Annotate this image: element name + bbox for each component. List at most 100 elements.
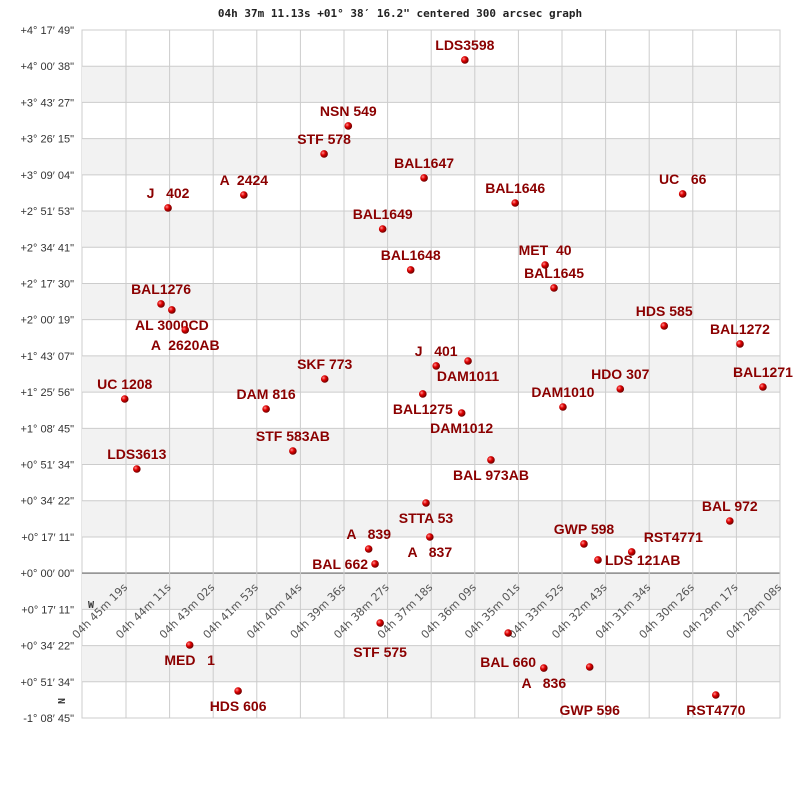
star[interactable]: MET 40 <box>519 242 572 269</box>
star[interactable]: J 402 <box>147 185 190 212</box>
star[interactable]: UC 66 <box>659 171 707 198</box>
star-marker[interactable] <box>627 548 636 556</box>
star-label: DAM 816 <box>237 386 296 402</box>
star-marker[interactable] <box>464 357 472 365</box>
star-marker[interactable] <box>616 385 625 393</box>
star[interactable]: BAL1276 <box>131 281 191 308</box>
star-marker[interactable] <box>712 691 720 699</box>
star[interactable]: HDO 307 <box>591 366 650 393</box>
star-marker[interactable] <box>559 403 567 411</box>
star-marker[interactable] <box>422 499 430 507</box>
star[interactable]: STTA 53 <box>399 499 454 526</box>
star[interactable]: DAM 816 <box>237 386 296 413</box>
star-label: BAL1276 <box>131 281 191 297</box>
star-marker[interactable] <box>376 619 384 627</box>
star[interactable]: BAL1646 <box>485 180 545 207</box>
star[interactable]: A 836 <box>522 664 567 691</box>
star[interactable]: J 401 <box>415 343 458 370</box>
star-label: HDO 307 <box>591 366 650 382</box>
star-marker[interactable] <box>320 375 329 383</box>
star[interactable]: LDS 121AB <box>594 552 680 568</box>
star-label: HDS 585 <box>636 303 693 319</box>
star-marker[interactable] <box>432 362 440 370</box>
star[interactable]: DAM1011 <box>437 357 499 384</box>
star-marker[interactable] <box>320 150 328 158</box>
star-marker[interactable] <box>594 556 602 564</box>
star-marker[interactable] <box>262 405 270 413</box>
star[interactable]: LDS3598 <box>435 37 495 64</box>
star[interactable]: BAL 973AB <box>453 456 529 483</box>
star[interactable]: NSN 549 <box>320 103 377 130</box>
star-marker[interactable] <box>461 56 469 64</box>
star-marker[interactable] <box>511 199 519 207</box>
star[interactable]: MED 1 <box>164 641 215 668</box>
star-marker[interactable] <box>487 456 495 464</box>
star[interactable]: A 2424 <box>220 172 269 199</box>
star-marker[interactable] <box>371 560 379 568</box>
star-marker[interactable] <box>541 261 549 269</box>
y-tick-label: +0° 00′ 00" <box>21 568 75 580</box>
star[interactable]: BAL1647 <box>394 155 454 182</box>
star[interactable]: STF 583AB <box>256 428 330 455</box>
star-marker[interactable] <box>185 641 194 649</box>
star-marker[interactable] <box>289 447 297 455</box>
star-marker[interactable] <box>168 306 176 314</box>
star-label: A 839 <box>346 526 391 542</box>
star[interactable]: GWP 596 <box>559 663 620 718</box>
star-marker[interactable] <box>585 663 594 671</box>
y-tick-label: +4° 17′ 49" <box>21 25 75 37</box>
star-marker[interactable] <box>540 664 548 672</box>
star-marker[interactable] <box>550 284 558 292</box>
star[interactable]: STF 578 <box>297 131 351 158</box>
star[interactable]: RST4770 <box>686 691 746 718</box>
star[interactable]: A 2620AB <box>151 326 220 353</box>
y-tick-label: +2° 17′ 30" <box>21 278 75 290</box>
star-marker[interactable] <box>660 322 669 330</box>
star[interactable]: BAL1275 <box>393 390 453 417</box>
star[interactable]: A 839 <box>346 526 391 553</box>
star-marker[interactable] <box>240 191 248 199</box>
star[interactable]: UC 1208 <box>97 376 153 403</box>
star[interactable]: BAL1649 <box>353 206 413 233</box>
star[interactable]: BAL 972 <box>702 498 758 525</box>
star[interactable]: DAM1010 <box>531 384 595 411</box>
star[interactable]: GWP 598 <box>554 521 615 548</box>
star[interactable]: RST4771 <box>627 529 703 556</box>
star-marker[interactable] <box>420 174 428 182</box>
star-marker[interactable] <box>426 533 434 541</box>
star[interactable]: DAM1012 <box>430 409 493 436</box>
star[interactable]: BAL1648 <box>381 247 441 274</box>
star-marker[interactable] <box>759 383 767 391</box>
stars: LDS3598 NSN 549 STF 578 BAL1647 J 402 A 2424 B… <box>97 37 793 718</box>
star-marker[interactable] <box>344 122 353 130</box>
star[interactable]: BAL 662 <box>312 556 379 572</box>
star-marker[interactable] <box>364 545 373 553</box>
star[interactable]: A 837 <box>408 533 453 560</box>
star[interactable]: BAL1272 <box>710 321 770 348</box>
star[interactable]: AL 3000CD <box>135 306 209 333</box>
star-marker[interactable] <box>181 326 190 334</box>
star[interactable]: BAL1271 <box>733 364 793 391</box>
star-marker[interactable] <box>726 517 734 525</box>
star-marker[interactable] <box>504 629 512 637</box>
star-marker[interactable] <box>157 300 165 308</box>
star[interactable]: HDS 606 <box>210 687 267 714</box>
star-marker[interactable] <box>580 540 588 548</box>
star[interactable]: BAL 660 <box>480 629 536 670</box>
star[interactable]: HDS 585 <box>636 303 693 330</box>
star[interactable]: BAL1645 <box>524 265 584 292</box>
star[interactable]: SKF 773 <box>297 356 353 383</box>
star[interactable]: STF 575 <box>353 619 407 660</box>
star-marker[interactable] <box>120 395 129 403</box>
star-label: RST4771 <box>644 529 703 545</box>
star[interactable]: LDS3613 <box>107 446 167 473</box>
star-marker[interactable] <box>234 687 242 695</box>
star-marker[interactable] <box>133 465 141 473</box>
star-marker[interactable] <box>678 190 687 198</box>
star-marker[interactable] <box>419 390 427 398</box>
star-marker[interactable] <box>406 266 415 274</box>
star-marker[interactable] <box>457 409 466 417</box>
star-marker[interactable] <box>378 225 387 233</box>
star-marker[interactable] <box>164 204 172 212</box>
star-marker[interactable] <box>736 340 744 348</box>
